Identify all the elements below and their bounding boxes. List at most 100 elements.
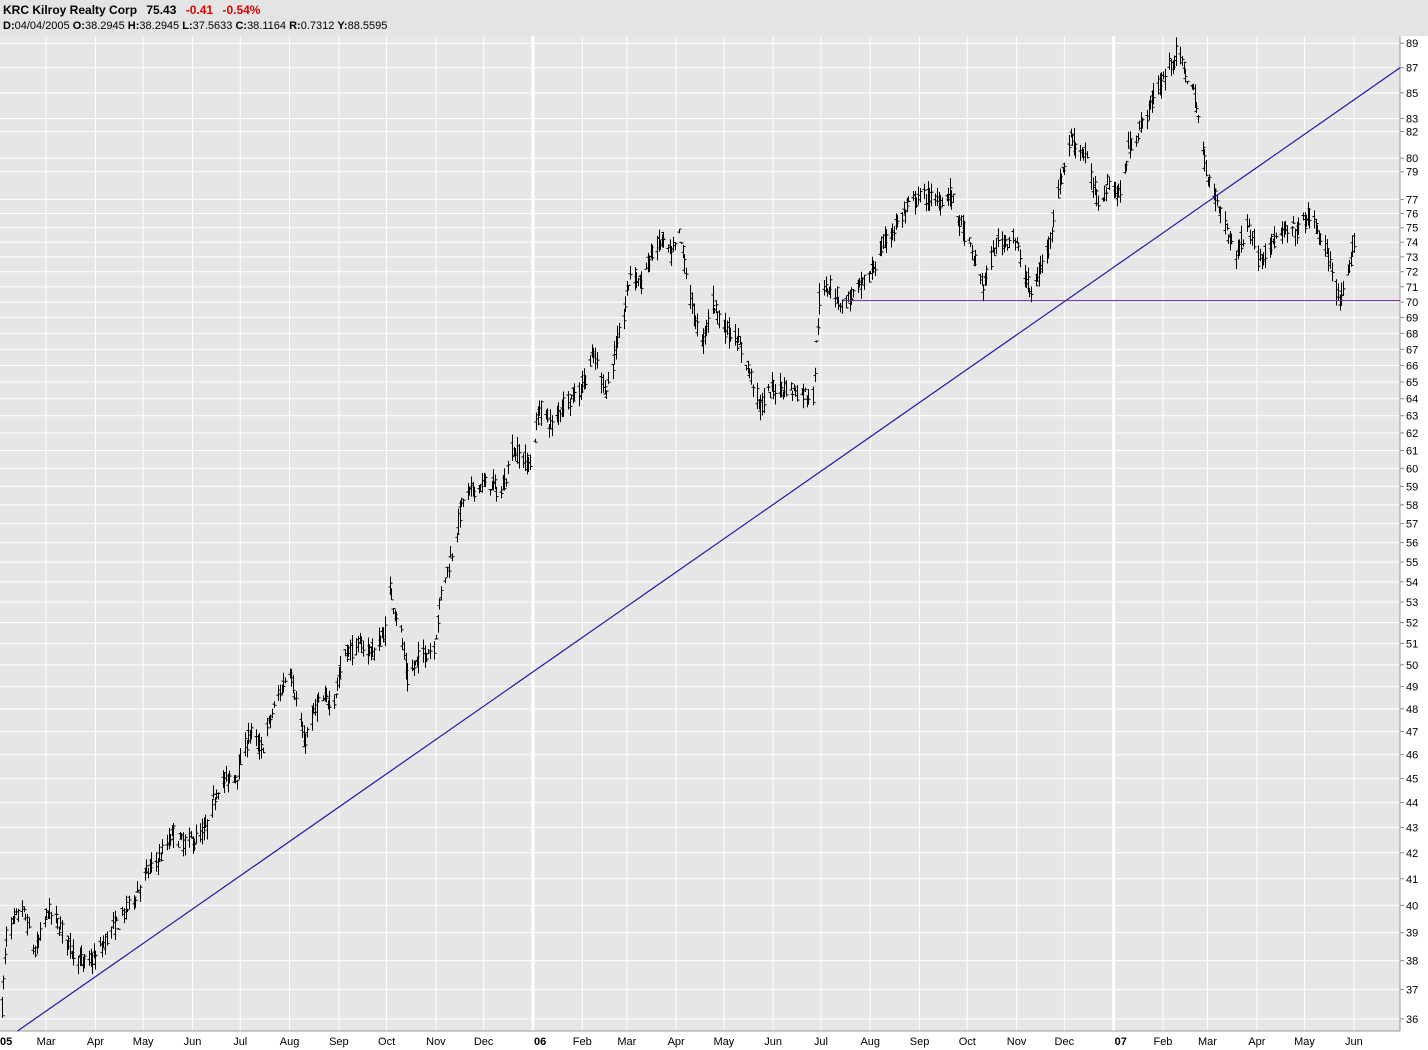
x-tick-label: Jun (1345, 1036, 1363, 1048)
y-tick-label: 46 (1406, 750, 1418, 762)
range-value: 0.7312 (300, 20, 335, 32)
trendline[interactable] (17, 67, 1401, 1032)
range-label: R: (289, 20, 301, 32)
x-tick-label: Dec (1055, 1036, 1075, 1048)
y-tick-label: 50 (1406, 660, 1418, 672)
y-tick-label: 66 (1406, 361, 1418, 373)
y-tick-label: 45 (1406, 773, 1418, 785)
x-tick-label: Mar (617, 1036, 636, 1048)
x-tick-label: Oct (378, 1036, 395, 1048)
high-value: 38.2945 (139, 20, 180, 32)
x-tick-label: May (1294, 1036, 1315, 1048)
y-tick-label: 83 (1406, 113, 1418, 125)
title-row: KRC Kilroy Realty Corp 75.43 -0.41 -0.54… (3, 3, 266, 17)
x-tick-label: Sep (329, 1036, 349, 1048)
y-value: 88.5595 (347, 20, 388, 32)
x-tick-label: Jul (233, 1036, 247, 1048)
price-chart[interactable]: 36 37 38 39 40 41 42 43 44 45 46 47 48 49 50 51 52 53 54 55… (0, 36, 1428, 1050)
y-tick-label: 73 (1406, 252, 1418, 264)
x-tick-label: May (133, 1036, 154, 1048)
x-tick-label: May (713, 1036, 734, 1048)
y-tick-label: 56 (1406, 538, 1418, 550)
x-tick-label: Oct (959, 1036, 976, 1048)
y-tick-label: 64 (1406, 394, 1418, 406)
x-tick-label: Apr (87, 1036, 104, 1048)
y-tick-label: 69 (1406, 313, 1418, 325)
low-value: 37.5633 (192, 20, 233, 32)
low-label: L: (182, 20, 193, 32)
x-tick-label: Jul (814, 1036, 828, 1048)
price-change-pct: -0.54% (222, 3, 261, 17)
x-tick-label: Dec (474, 1036, 494, 1048)
y-tick-label: 42 (1406, 848, 1418, 860)
y-tick-label: 85 (1406, 88, 1418, 100)
y-tick-label: 70 (1406, 297, 1418, 309)
high-label: H: (127, 20, 140, 32)
y-tick-label: 79 (1406, 167, 1418, 179)
y-tick-label: 53 (1406, 597, 1418, 609)
x-tick-label: Jun (764, 1036, 782, 1048)
y-tick-label: 63 (1406, 411, 1418, 423)
y-tick-label: 43 (1406, 822, 1418, 834)
y-tick-label: 67 (1406, 344, 1418, 356)
y-tick-label: 49 (1406, 682, 1418, 694)
x-tick-label: 07 (1115, 1036, 1127, 1048)
y-tick-label: 60 (1406, 463, 1418, 475)
y-tick-label: 82 (1406, 127, 1418, 139)
y-tick-label: 59 (1406, 481, 1418, 493)
ohlc-bars (0, 37, 1357, 1018)
y-tick-label: 89 (1406, 38, 1418, 50)
y-tick-label: 72 (1406, 267, 1418, 279)
y-tick-label: 57 (1406, 519, 1418, 531)
y-tick-label: 61 (1406, 445, 1418, 457)
x-tick-label: Apr (668, 1036, 685, 1048)
y-tick-label: 39 (1406, 928, 1418, 940)
open-label: O: (72, 20, 85, 32)
x-tick-label: Feb (573, 1036, 592, 1048)
x-tick-label: 05 (0, 1036, 12, 1048)
x-axis-area (0, 1031, 1428, 1050)
y-tick-label: 44 (1406, 798, 1418, 810)
y-tick-label: 54 (1406, 577, 1418, 589)
last-price: 75.43 (146, 3, 177, 17)
y-tick-label: 41 (1406, 874, 1418, 886)
chart-header: KRC Kilroy Realty Corp 75.43 -0.41 -0.54… (0, 0, 1428, 36)
y-tick-label: 68 (1406, 328, 1418, 340)
y-tick-label: 71 (1406, 282, 1418, 294)
x-tick-label: Nov (426, 1036, 446, 1048)
close-value: 38.1164 (247, 20, 287, 32)
x-tick-label: Sep (910, 1036, 930, 1048)
y-tick-label: 47 (1406, 727, 1418, 739)
x-tick-label: Mar (1198, 1036, 1217, 1048)
x-tick-label: 06 (534, 1036, 546, 1048)
plot-area (0, 36, 1400, 1031)
y-tick-label: 65 (1406, 377, 1418, 389)
y-tick-label: 58 (1406, 500, 1418, 512)
close-label: C: (235, 20, 248, 32)
date-value: 04/04/2005 (14, 20, 70, 32)
y-label: Y: (337, 20, 348, 32)
y-tick-label: 87 (1406, 63, 1418, 75)
y-tick-label: 75 (1406, 223, 1418, 235)
date-label: D: (3, 20, 15, 32)
y-tick-label: 74 (1406, 237, 1418, 249)
y-tick-label: 77 (1406, 194, 1418, 206)
symbol-name: KRC Kilroy Realty Corp (3, 3, 138, 17)
y-tick-label: 76 (1406, 208, 1418, 220)
y-axis-area (1400, 36, 1428, 1031)
open-value: 38.2945 (84, 20, 125, 32)
ohlc-readout: D:04/04/2005 O:38.2945 H:38.2945 L:37.56… (3, 20, 387, 32)
x-tick-label: Nov (1007, 1036, 1027, 1048)
y-tick-label: 37 (1406, 984, 1418, 996)
y-tick-label: 40 (1406, 900, 1418, 912)
y-tick-label: 55 (1406, 557, 1418, 569)
y-tick-label: 48 (1406, 704, 1418, 716)
y-tick-label: 38 (1406, 956, 1418, 968)
x-tick-label: Mar (37, 1036, 56, 1048)
y-tick-label: 80 (1406, 153, 1418, 165)
x-tick-label: Aug (280, 1036, 300, 1048)
y-tick-label: 52 (1406, 618, 1418, 630)
price-change: -0.41 (185, 3, 214, 17)
x-tick-label: Apr (1248, 1036, 1265, 1048)
y-tick-label: 62 (1406, 428, 1418, 440)
